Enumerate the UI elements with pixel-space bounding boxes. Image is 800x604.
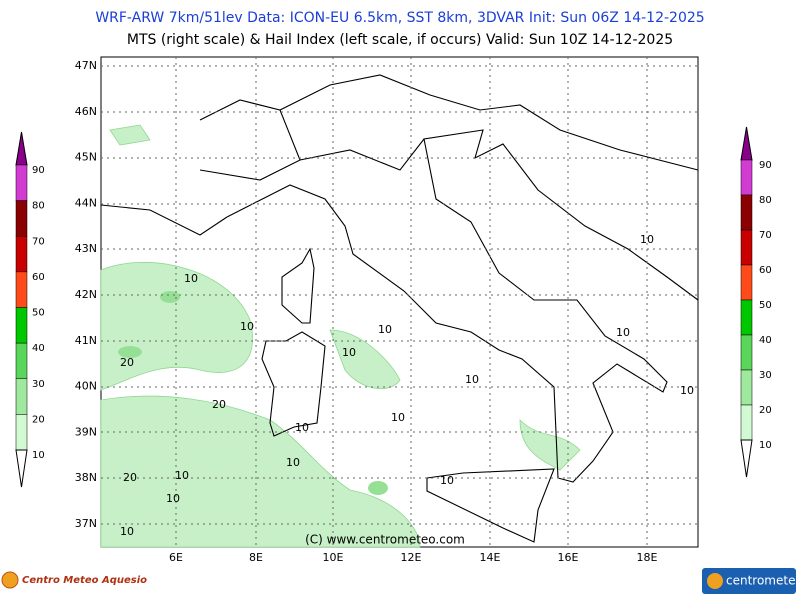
lon-label: 6E bbox=[169, 551, 183, 564]
contour-label: 10 bbox=[175, 469, 189, 482]
left-colorbar-label: 50 bbox=[32, 308, 45, 319]
contour-label: 10 bbox=[378, 323, 392, 336]
copyright: (C) www.centrometeo.com bbox=[305, 533, 465, 547]
left-colorbar-label: 70 bbox=[32, 236, 45, 247]
title: WRF-ARW 7km/51lev Data: ICON-EU 6.5km, S… bbox=[95, 10, 704, 26]
colorbar-segment bbox=[740, 299, 753, 336]
contour-label: 10 bbox=[680, 384, 694, 397]
colorbar-segment bbox=[740, 159, 753, 196]
colorbar-segment bbox=[15, 236, 28, 273]
lon-label: 16E bbox=[558, 551, 579, 564]
colorbar-cap bbox=[15, 449, 28, 488]
lat-label: 46N bbox=[75, 105, 97, 118]
contour-label: 10 bbox=[184, 272, 198, 285]
colorbar-segment bbox=[740, 229, 753, 266]
colorbar-segment bbox=[15, 414, 28, 451]
colorbar-segment bbox=[740, 334, 753, 371]
colorbar-segment bbox=[15, 164, 28, 201]
logo-right: centrometeo bbox=[702, 568, 800, 594]
left-colorbar-label: 80 bbox=[32, 201, 45, 212]
colorbar-cap bbox=[740, 126, 753, 161]
colorbar-segment bbox=[15, 342, 28, 379]
right-colorbar-label: 80 bbox=[759, 195, 772, 206]
logo-right-text: centrometeo bbox=[726, 574, 800, 588]
left-colorbar-label: 40 bbox=[32, 343, 45, 354]
contour-label: 10 bbox=[240, 320, 254, 333]
right-colorbar-label: 70 bbox=[759, 230, 772, 241]
colorbar-segment bbox=[15, 307, 28, 344]
contour-label: 10 bbox=[465, 373, 479, 386]
contour-label: 10 bbox=[440, 474, 454, 487]
lon-label: 8E bbox=[249, 551, 263, 564]
lat-label: 39N bbox=[75, 425, 97, 438]
map-area: 10 10 10 10 10 10 10 10 10 10 10 10 10 1… bbox=[100, 56, 699, 548]
colorbar-cap bbox=[15, 131, 28, 166]
logo-left-text: Centro Meteo Aquesio bbox=[22, 575, 147, 586]
lat-label: 38N bbox=[75, 471, 97, 484]
contour-label: 20 bbox=[212, 398, 226, 411]
lon-label: 12E bbox=[401, 551, 422, 564]
left-colorbar-label: 30 bbox=[32, 379, 45, 390]
lat-label: 40N bbox=[75, 380, 97, 393]
colorbar-segment bbox=[740, 194, 753, 231]
lon-label: 14E bbox=[480, 551, 501, 564]
contour-label: 20 bbox=[120, 356, 134, 369]
lat-label: 45N bbox=[75, 151, 97, 164]
left-colorbar-label: 90 bbox=[32, 165, 45, 176]
colorbar-cap bbox=[740, 439, 753, 478]
contour-labels: 10 10 10 10 10 10 10 10 10 10 10 10 10 1… bbox=[120, 233, 694, 538]
right-colorbar-label: 60 bbox=[759, 265, 772, 276]
lat-label: 41N bbox=[75, 334, 97, 347]
right-colorbar-label: 30 bbox=[759, 370, 772, 381]
right-colorbar-label: 90 bbox=[759, 160, 772, 171]
right-colorbar-label: 40 bbox=[759, 335, 772, 346]
lat-label: 43N bbox=[75, 242, 97, 255]
left-colorbar-label: 20 bbox=[32, 414, 45, 425]
lat-label: 47N bbox=[75, 59, 97, 72]
right-colorbar-label: 20 bbox=[759, 405, 772, 416]
contour-label: 10 bbox=[616, 326, 630, 339]
right-colorbar-label: 50 bbox=[759, 300, 772, 311]
contour-label: 10 bbox=[391, 411, 405, 424]
colorbar-segment bbox=[740, 264, 753, 301]
lat-label: 37N bbox=[75, 517, 97, 530]
lat-label: 44N bbox=[75, 196, 97, 209]
lon-label: 18E bbox=[637, 551, 658, 564]
left-colorbar-label: 60 bbox=[32, 272, 45, 283]
contour-label: 10 bbox=[120, 525, 134, 538]
colorbar-segment bbox=[740, 404, 753, 441]
subtitle: MTS (right scale) & Hail Index (left sca… bbox=[127, 32, 673, 48]
right-colorbar-label: 10 bbox=[759, 440, 772, 451]
colorbar-segment bbox=[15, 378, 28, 415]
colorbar-segment bbox=[740, 369, 753, 406]
contour-label: 10 bbox=[342, 346, 356, 359]
contour-label: 10 bbox=[640, 233, 654, 246]
contour-label: 10 bbox=[286, 456, 300, 469]
logo-left: Centro Meteo Aquesio bbox=[1, 571, 147, 589]
lat-label: 42N bbox=[75, 288, 97, 301]
contour-label: 20 bbox=[123, 471, 137, 484]
contour-label: 10 bbox=[166, 492, 180, 505]
colorbar-segment bbox=[15, 200, 28, 237]
contour-label: 10 bbox=[295, 421, 309, 434]
colorbar-segment bbox=[15, 271, 28, 308]
lon-label: 10E bbox=[323, 551, 344, 564]
left-colorbar-label: 10 bbox=[32, 450, 45, 461]
